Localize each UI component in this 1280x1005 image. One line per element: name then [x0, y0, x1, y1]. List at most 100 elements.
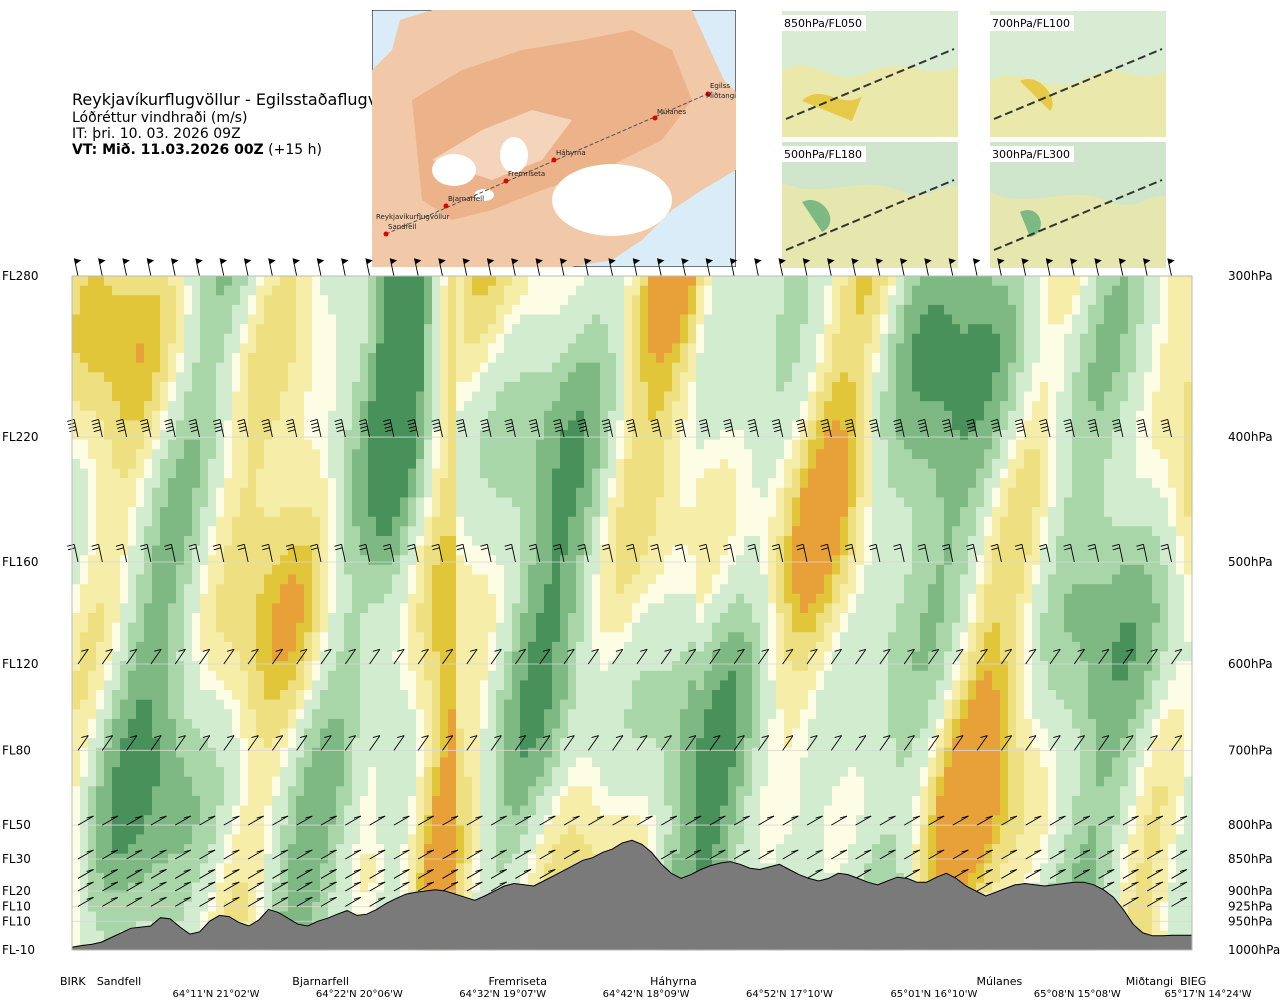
field-cell — [608, 382, 617, 392]
field-cell — [392, 748, 401, 758]
field-cell — [392, 526, 401, 536]
field-cell — [432, 276, 441, 286]
field-cell — [392, 690, 401, 700]
field-cell — [624, 411, 633, 421]
field-cell — [552, 652, 561, 662]
field-cell — [72, 632, 81, 642]
field-cell — [376, 459, 385, 469]
field-cell — [632, 700, 641, 710]
field-cell — [72, 372, 81, 382]
field-cell — [168, 700, 177, 710]
field-cell — [104, 392, 113, 402]
field-cell — [264, 372, 273, 382]
field-cell — [528, 555, 537, 565]
field-cell — [616, 748, 625, 758]
field-cell — [344, 690, 353, 700]
field-cell — [576, 324, 585, 334]
field-cell — [144, 892, 153, 902]
field-cell — [592, 700, 601, 710]
field-cell — [104, 709, 113, 719]
field-cell — [72, 392, 81, 402]
field-cell — [440, 632, 449, 642]
field-cell — [600, 305, 609, 315]
field-cell — [224, 709, 233, 719]
field-cell — [336, 469, 345, 479]
field-cell — [528, 324, 537, 334]
field-cell — [112, 671, 121, 681]
field-cell — [384, 671, 393, 681]
field-cell — [200, 565, 209, 575]
field-cell — [472, 478, 481, 488]
field-cell — [624, 497, 633, 507]
field-cell — [112, 719, 121, 729]
field-cell — [616, 420, 625, 430]
field-cell — [336, 844, 345, 854]
field-cell — [616, 767, 625, 777]
field-cell — [104, 440, 113, 450]
field-cell — [160, 305, 169, 315]
field-cell — [592, 690, 601, 700]
field-cell — [360, 603, 369, 613]
field-cell — [208, 555, 217, 565]
field-cell — [632, 469, 641, 479]
field-cell — [336, 276, 345, 286]
field-cell — [72, 449, 81, 459]
field-cell — [312, 574, 321, 584]
field-cell — [240, 700, 249, 710]
field-cell — [384, 305, 393, 315]
field-cell — [560, 806, 569, 816]
field-cell — [552, 844, 561, 854]
field-cell — [192, 469, 201, 479]
field-cell — [160, 363, 169, 373]
field-cell — [144, 392, 153, 402]
field-cell — [216, 777, 225, 787]
field-cell — [464, 343, 473, 353]
field-cell — [488, 565, 497, 575]
field-cell — [496, 690, 505, 700]
field-cell — [384, 738, 393, 748]
field-cell — [544, 295, 553, 305]
field-cell — [536, 459, 545, 469]
field-cell — [488, 440, 497, 450]
field-cell — [224, 671, 233, 681]
field-cell — [392, 315, 401, 325]
field-cell — [72, 652, 81, 662]
field-cell — [288, 719, 297, 729]
field-cell — [272, 517, 281, 527]
field-cell — [120, 440, 129, 450]
field-cell — [72, 931, 81, 941]
field-cell — [504, 767, 513, 777]
field-cell — [528, 382, 537, 392]
field-cell — [568, 834, 577, 844]
field-cell — [240, 478, 249, 488]
field-cell — [400, 507, 409, 517]
field-cell — [616, 796, 625, 806]
field-cell — [144, 738, 153, 748]
field-cell — [392, 517, 401, 527]
field-cell — [384, 343, 393, 353]
field-cell — [216, 305, 225, 315]
field-cell — [448, 680, 457, 690]
field-cell — [616, 565, 625, 575]
field-cell — [496, 546, 505, 556]
field-cell — [200, 315, 209, 325]
field-cell — [360, 834, 369, 844]
field-cell — [184, 613, 193, 623]
field-cell — [472, 343, 481, 353]
field-cell — [128, 661, 137, 671]
field-cell — [400, 594, 409, 604]
field-cell — [552, 353, 561, 363]
field-cell — [408, 594, 417, 604]
field-cell — [624, 719, 633, 729]
field-cell — [96, 806, 105, 816]
field-cell — [448, 343, 457, 353]
field-cell — [112, 420, 121, 430]
field-cell — [456, 661, 465, 671]
field-cell — [456, 825, 465, 835]
field-cell — [576, 825, 585, 835]
field-cell — [600, 652, 609, 662]
field-cell — [504, 613, 513, 623]
field-cell — [632, 690, 641, 700]
field-cell — [88, 459, 97, 469]
field-cell — [320, 536, 329, 546]
